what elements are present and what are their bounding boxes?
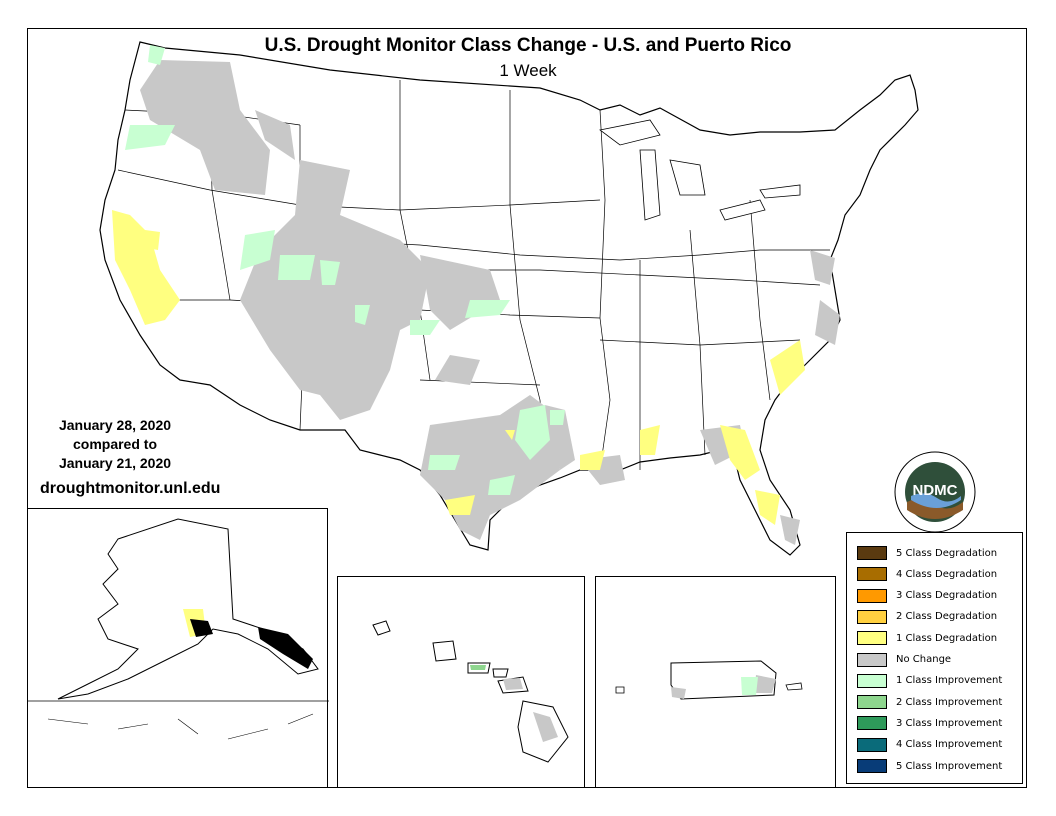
logo-text: NDMC (913, 482, 958, 499)
legend-item: 4 Class Degradation (857, 566, 997, 582)
legend-item: 1 Class Improvement (857, 673, 1002, 689)
legend-item: 2 Class Improvement (857, 694, 1002, 710)
legend-label: 2 Class Degradation (896, 611, 998, 623)
map-subtitle: 1 Week (499, 61, 557, 80)
ndmc-logo: NDMC (894, 451, 976, 533)
map-title: U.S. Drought Monitor Class Change - U.S.… (264, 35, 792, 56)
hawaii-map (372, 620, 569, 763)
legend-label: 3 Class Improvement (896, 717, 1003, 729)
degradation-1-areas (112, 210, 805, 525)
alaska-map (28, 518, 329, 740)
alaska-inset (27, 508, 329, 788)
legend-item: No Change (857, 652, 951, 668)
legend-label: 5 Class Degradation (896, 547, 998, 559)
legend-label: 1 Class Degradation (896, 632, 998, 644)
legend-label: 3 Class Degradation (896, 590, 998, 602)
legend-swatch (857, 737, 887, 752)
legend: 5 Class Degradation 4 Class Degradation 3 … (846, 532, 1023, 784)
legend-item: 1 Class Degradation (857, 630, 997, 646)
puerto-rico-inset (595, 576, 836, 788)
puerto-rico-map (615, 660, 803, 700)
great-lakes (599, 119, 801, 221)
legend-item: 5 Class Degradation (857, 545, 997, 561)
legend-swatch (857, 652, 887, 667)
legend-swatch (857, 567, 887, 582)
date-previous: January 21, 2020 (58, 455, 172, 471)
legend-label: No Change (896, 654, 952, 665)
date-compare-text: compared to (72, 436, 157, 452)
legend-item: 2 Class Degradation (857, 609, 997, 625)
legend-item: 4 Class Improvement (857, 737, 1002, 753)
legend-swatch (857, 695, 887, 710)
legend-swatch (857, 716, 887, 731)
legend-label: 2 Class Improvement (896, 696, 1003, 708)
legend-swatch (857, 609, 887, 624)
source-url[interactable]: droughtmonitor.unl.edu (40, 480, 221, 497)
legend-swatch (857, 546, 887, 560)
legend-item: 3 Class Improvement (857, 715, 1002, 731)
legend-item: 5 Class Improvement (857, 758, 1002, 774)
legend-label: 4 Class Improvement (896, 739, 1003, 751)
legend-label: 1 Class Improvement (896, 675, 1003, 687)
legend-swatch (857, 673, 887, 688)
legend-label: 4 Class Degradation (896, 568, 998, 580)
legend-item: 3 Class Degradation (857, 588, 997, 604)
legend-swatch (857, 759, 887, 773)
date-current: January 28, 2020 (58, 417, 172, 433)
legend-label: 5 Class Improvement (896, 760, 1003, 772)
hawaii-inset (337, 576, 585, 788)
improvement-1-areas (125, 45, 565, 495)
legend-swatch (857, 588, 887, 603)
legend-swatch (857, 631, 887, 646)
